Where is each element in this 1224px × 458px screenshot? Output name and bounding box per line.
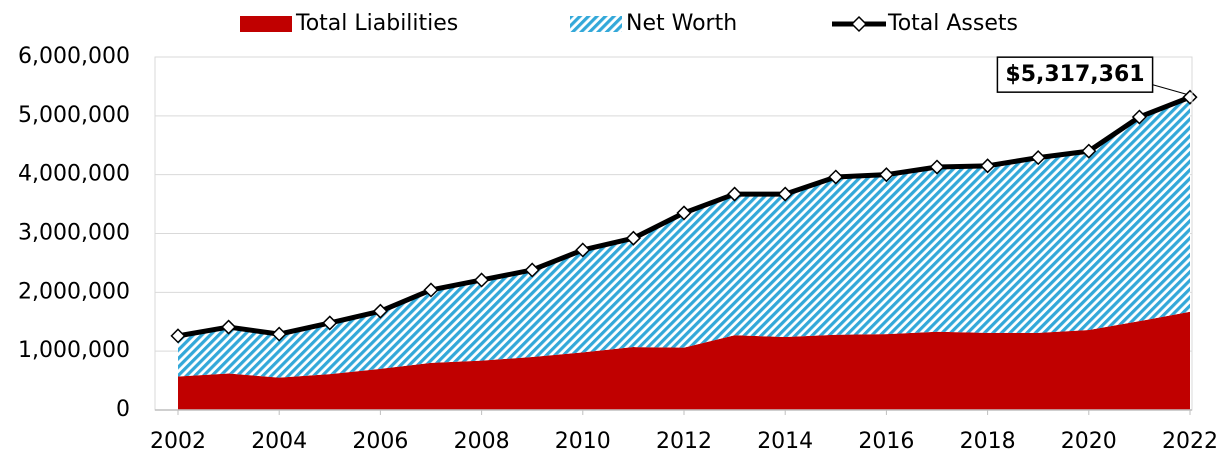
marker [1131, 109, 1147, 125]
y-tick-label: 5,000,000 [18, 103, 130, 128]
y-tick-label: 6,000,000 [18, 44, 130, 69]
axes: 0 1,000,000 2,000,000 3,000,000 4,000,000 5,0… [18, 44, 1218, 454]
callout-line [1146, 82, 1187, 95]
y-tick-label: 0 [116, 397, 130, 422]
marker [777, 186, 793, 202]
x-tick-label: 2018 [960, 429, 1016, 454]
legend-swatch [240, 16, 292, 32]
data-label: $5,317,361 [1005, 62, 1144, 87]
marker [322, 315, 338, 331]
x-tick-label: 2014 [757, 429, 813, 454]
marker [625, 230, 641, 246]
marker [1081, 143, 1097, 159]
area [178, 311, 1190, 410]
legend-label: Total Liabilities [295, 11, 458, 36]
legend: Total Liabilities Net Worth Total Assets [240, 11, 1018, 36]
x-tick-label: 2008 [454, 429, 510, 454]
x-tick-label: 2022 [1162, 429, 1218, 454]
marker [980, 158, 996, 174]
marker [372, 303, 388, 319]
marker [828, 169, 844, 185]
marker [575, 242, 591, 258]
marker [929, 159, 945, 175]
y-tick-label: 2,000,000 [18, 279, 130, 304]
y-tick-label: 4,000,000 [18, 162, 130, 187]
legend-marker [850, 15, 868, 33]
legend-swatch [570, 16, 622, 32]
legend-label: Net Worth [626, 11, 737, 36]
marker [170, 328, 186, 344]
x-tick-label: 2020 [1061, 429, 1117, 454]
marker [221, 319, 237, 335]
marker [1030, 150, 1046, 166]
marker [271, 326, 287, 342]
marker [524, 262, 540, 278]
x-tick-label: 2010 [555, 429, 611, 454]
marker [727, 186, 743, 202]
x-tick-label: 2012 [656, 429, 712, 454]
annotations: $5,317,361 [996, 56, 1187, 95]
marker [878, 167, 894, 183]
x-tick-label: 2006 [352, 429, 408, 454]
marker [474, 272, 490, 288]
plot [170, 89, 1198, 410]
x-tick-label: 2016 [858, 429, 914, 454]
y-tick-label: 3,000,000 [18, 221, 130, 246]
marker [676, 205, 692, 221]
marker [1182, 89, 1198, 105]
x-tick-label: 2004 [251, 429, 307, 454]
marker [423, 282, 439, 298]
legend-label: Total Assets [887, 11, 1018, 36]
callout-box [996, 56, 1154, 93]
x-tick-label: 2002 [150, 429, 206, 454]
y-tick-label: 1,000,000 [18, 338, 130, 363]
